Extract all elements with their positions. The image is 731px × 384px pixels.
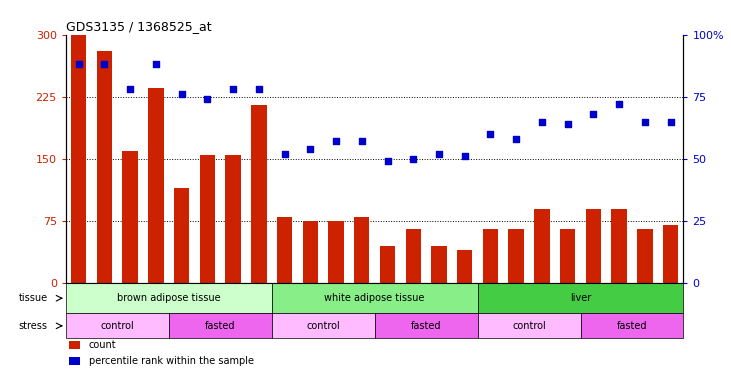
Bar	[374, 313, 477, 338]
Bar	[406, 229, 421, 283]
Text: liver: liver	[570, 293, 591, 303]
Bar	[580, 313, 683, 338]
Point	[279, 151, 290, 157]
Point	[459, 153, 471, 159]
Bar	[509, 229, 524, 283]
Text: fasted: fasted	[617, 321, 647, 331]
Point	[304, 146, 316, 152]
Point	[433, 151, 445, 157]
Point	[510, 136, 522, 142]
Text: control: control	[306, 321, 340, 331]
Bar	[277, 217, 292, 283]
Bar	[200, 155, 215, 283]
Bar	[66, 313, 169, 338]
Bar	[328, 221, 344, 283]
Text: fasted: fasted	[205, 321, 235, 331]
Text: control: control	[100, 321, 135, 331]
Bar	[611, 209, 627, 283]
Point	[99, 61, 110, 68]
Text: count: count	[88, 340, 116, 350]
Bar	[122, 151, 138, 283]
Bar	[431, 246, 447, 283]
Point	[356, 138, 368, 144]
Point	[664, 118, 676, 124]
Bar	[303, 221, 318, 283]
Text: white adipose tissue: white adipose tissue	[325, 293, 425, 303]
Point	[382, 158, 393, 164]
Bar	[174, 188, 189, 283]
Point	[150, 61, 162, 68]
Point	[536, 118, 548, 124]
Point	[588, 111, 599, 117]
Bar	[71, 35, 86, 283]
Bar	[457, 250, 472, 283]
Bar	[477, 283, 683, 313]
Bar	[477, 313, 580, 338]
Bar	[69, 357, 80, 365]
Text: stress: stress	[19, 321, 48, 331]
Bar	[96, 51, 112, 283]
Bar	[148, 88, 164, 283]
Point	[73, 61, 85, 68]
Bar	[637, 229, 653, 283]
Point	[485, 131, 496, 137]
Point	[253, 86, 265, 92]
Bar	[380, 246, 395, 283]
Bar	[534, 209, 550, 283]
Bar	[586, 209, 601, 283]
Bar	[272, 283, 477, 313]
Point	[562, 121, 574, 127]
Text: brown adipose tissue: brown adipose tissue	[117, 293, 221, 303]
Bar	[251, 105, 267, 283]
Point	[613, 101, 625, 107]
Point	[202, 96, 213, 102]
Point	[330, 138, 342, 144]
Bar	[225, 155, 240, 283]
Point	[227, 86, 239, 92]
Bar	[169, 313, 272, 338]
Bar	[663, 225, 678, 283]
Point	[407, 156, 419, 162]
Bar	[560, 229, 575, 283]
Bar	[66, 283, 272, 313]
Bar	[354, 217, 369, 283]
Bar	[482, 229, 499, 283]
Text: percentile rank within the sample: percentile rank within the sample	[88, 356, 254, 366]
Point	[639, 118, 651, 124]
Text: control: control	[512, 321, 546, 331]
Bar	[69, 341, 80, 349]
Text: GDS3135 / 1368525_at: GDS3135 / 1368525_at	[66, 20, 211, 33]
Text: tissue: tissue	[19, 293, 48, 303]
Text: fasted: fasted	[411, 321, 442, 331]
Bar	[272, 313, 374, 338]
Point	[124, 86, 136, 92]
Point	[175, 91, 187, 97]
